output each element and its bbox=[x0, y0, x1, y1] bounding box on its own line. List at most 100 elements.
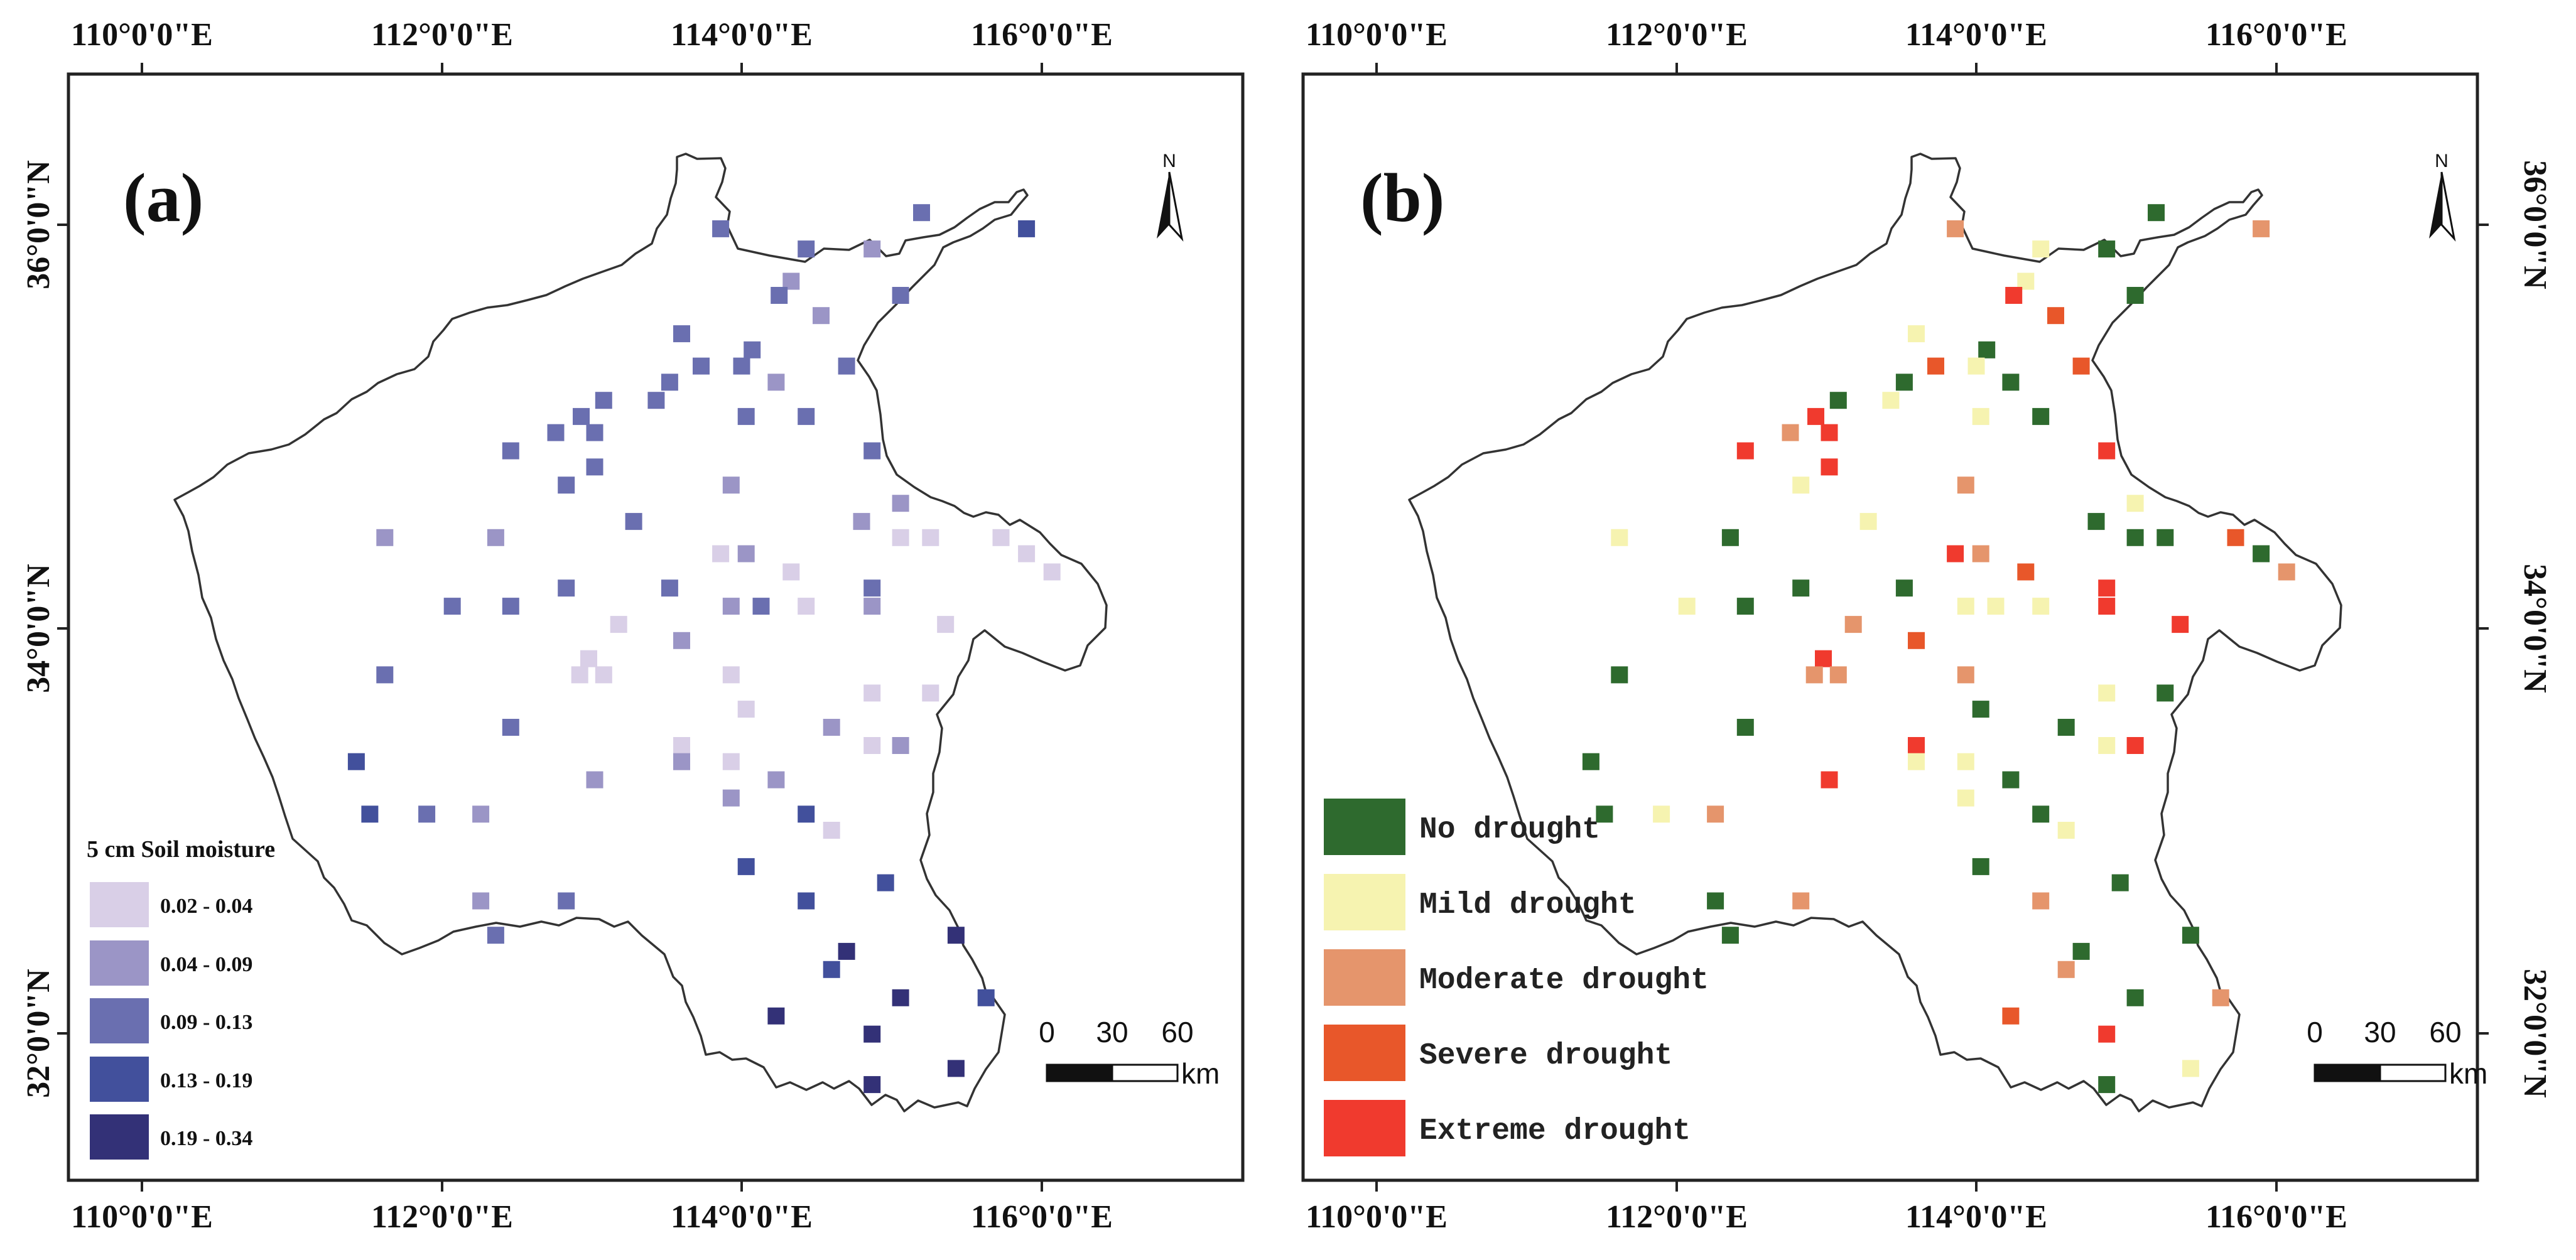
station-marker bbox=[2182, 927, 2199, 944]
station-marker bbox=[1678, 598, 1696, 615]
legend-label: Severe drought bbox=[1419, 1039, 1672, 1073]
scale-tick-label: 0 bbox=[2307, 1016, 2323, 1048]
station-marker bbox=[487, 529, 504, 546]
station-marker bbox=[586, 424, 603, 441]
station-marker bbox=[798, 805, 815, 823]
station-marker bbox=[2182, 1060, 2199, 1077]
legend-swatch bbox=[90, 940, 149, 986]
station-marker bbox=[2072, 357, 2090, 375]
station-marker bbox=[2157, 529, 2174, 546]
station-marker bbox=[661, 374, 678, 391]
station-marker bbox=[1908, 753, 1925, 770]
station-marker bbox=[1782, 424, 1799, 441]
station-marker bbox=[1908, 632, 1925, 649]
station-marker bbox=[1043, 563, 1061, 581]
lon-label: 116°0'0"E bbox=[971, 1199, 1113, 1235]
station-marker bbox=[823, 822, 840, 839]
panel-letter: (a) bbox=[123, 159, 203, 236]
station-marker bbox=[595, 666, 612, 684]
station-marker bbox=[647, 392, 665, 409]
station-marker bbox=[737, 545, 755, 563]
station-marker bbox=[2253, 545, 2270, 563]
legend-label: 0.13 - 0.19 bbox=[160, 1069, 252, 1092]
station-marker bbox=[558, 579, 575, 597]
station-marker bbox=[2126, 989, 2144, 1006]
station-marker bbox=[892, 495, 909, 512]
station-marker bbox=[737, 858, 755, 875]
station-marker bbox=[1721, 927, 1739, 944]
station-marker bbox=[502, 442, 519, 460]
lon-label: 110°0'0"E bbox=[1306, 17, 1448, 53]
station-marker bbox=[722, 753, 740, 770]
station-marker bbox=[502, 719, 519, 736]
station-marker bbox=[863, 579, 881, 597]
station-marker bbox=[722, 789, 740, 807]
bottom-longitude-labels: 110°0'0"E 112°0'0"E 114°0'0"E 116°0'0"E bbox=[1306, 1199, 2347, 1235]
province-boundary bbox=[1408, 153, 2342, 1112]
north-label: N bbox=[2435, 151, 2449, 171]
station-marker bbox=[1792, 477, 1810, 494]
station-marker bbox=[853, 513, 870, 530]
right-latitude-labels: 36°0'0"N 34°0'0"N 32°0'0"N bbox=[2517, 160, 2553, 1098]
station-marker bbox=[823, 961, 840, 978]
station-marker bbox=[661, 579, 678, 597]
station-marker bbox=[1859, 513, 1877, 530]
station-marker bbox=[625, 513, 642, 530]
station-marker bbox=[722, 598, 740, 615]
station-marker bbox=[2278, 563, 2295, 581]
station-marker bbox=[767, 1007, 785, 1025]
station-marker bbox=[1978, 341, 1996, 358]
station-marker bbox=[1908, 737, 1925, 754]
station-marker bbox=[798, 598, 815, 615]
lat-label: 34°0'0"N bbox=[2517, 564, 2553, 693]
lon-label: 112°0'0"E bbox=[371, 1199, 513, 1235]
station-marker bbox=[2032, 892, 2050, 910]
station-marker bbox=[1721, 529, 1739, 546]
panel-letter: (b) bbox=[1360, 159, 1444, 236]
station-marker bbox=[1972, 858, 1989, 875]
station-marker bbox=[1582, 753, 1599, 770]
north-arrow-icon bbox=[1168, 171, 1184, 242]
lat-label: 34°0'0"N bbox=[21, 564, 57, 693]
legend-label: 0.02 - 0.04 bbox=[160, 895, 252, 918]
station-marker bbox=[2032, 240, 2050, 258]
top-longitude-labels: 110°0'0"E 112°0'0"E 114°0'0"E 116°0'0"E bbox=[1306, 17, 2347, 53]
scale-bar: 0 30 60 km bbox=[1039, 1016, 1220, 1090]
station-marker bbox=[1972, 407, 1989, 425]
station-marker bbox=[673, 753, 690, 770]
station-marker bbox=[1611, 529, 1628, 546]
station-marker bbox=[1805, 666, 1823, 684]
legend-swatch bbox=[1324, 949, 1405, 1006]
legend-label: 0.04 - 0.09 bbox=[160, 953, 252, 976]
lon-label: 114°0'0"E bbox=[1905, 1199, 2047, 1235]
station-marker bbox=[2002, 771, 2020, 789]
lon-label: 114°0'0"E bbox=[671, 1199, 813, 1235]
station-marker bbox=[673, 737, 690, 754]
station-marker bbox=[2126, 737, 2144, 754]
frame-ticks bbox=[1375, 63, 2489, 1192]
station-marker bbox=[502, 598, 519, 615]
station-marker bbox=[2098, 598, 2116, 615]
legend-label: 0.19 - 0.34 bbox=[160, 1127, 252, 1150]
station-marker bbox=[347, 753, 365, 770]
station-markers-a bbox=[347, 204, 1061, 1094]
lon-label: 116°0'0"E bbox=[2205, 17, 2347, 53]
legend-label: 0.09 - 0.13 bbox=[160, 1011, 252, 1034]
station-marker bbox=[798, 407, 815, 425]
station-marker bbox=[863, 684, 881, 702]
top-longitude-labels: 110°0'0"E 112°0'0"E 114°0'0"E 116°0'0"E bbox=[71, 17, 1113, 53]
lon-label: 110°0'0"E bbox=[1306, 1199, 1448, 1235]
station-marker bbox=[1947, 545, 1964, 563]
station-marker bbox=[1957, 753, 1974, 770]
station-marker bbox=[1947, 220, 1964, 237]
station-marker bbox=[2057, 719, 2075, 736]
station-marker bbox=[2057, 961, 2075, 978]
station-marker bbox=[2148, 204, 2165, 222]
legend-swatch bbox=[90, 1114, 149, 1160]
station-marker bbox=[712, 220, 730, 237]
station-marker bbox=[1018, 545, 1036, 563]
station-marker bbox=[892, 287, 909, 304]
station-marker bbox=[798, 240, 815, 258]
station-marker bbox=[1821, 771, 1838, 789]
station-marker bbox=[1895, 579, 1913, 597]
